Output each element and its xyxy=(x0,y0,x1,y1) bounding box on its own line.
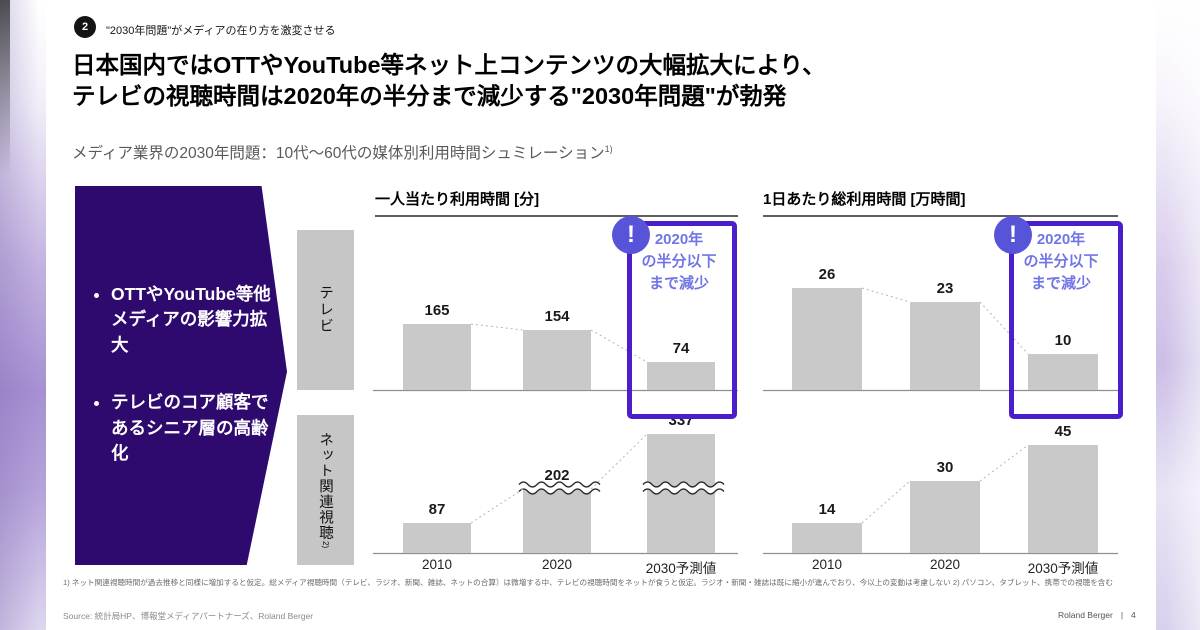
bar-net-per-capita-2010 xyxy=(403,523,471,553)
trend-connector xyxy=(979,301,1029,355)
trend-connector xyxy=(470,488,524,524)
chart-lead-in: メディア業界の2030年問題：10代～60代の媒体別利用時間シュミレーション1) xyxy=(72,143,613,162)
key-driver-bullet-1: OTTやYouTube等他メディアの影響力拡大 xyxy=(111,282,271,358)
bar-tv-total-2010 xyxy=(792,288,862,390)
bar-tv-per-capita-2020 xyxy=(523,330,591,390)
chart-title-total: 1日あたり総利用時間 [万時間] xyxy=(763,188,1118,217)
bar-net-total-2020 xyxy=(910,481,980,553)
section-tagline: "2030年問題"がメディアの在り方を激変させる xyxy=(106,25,336,37)
axis-break-band xyxy=(640,482,727,494)
axis-break-wave xyxy=(518,488,601,495)
axis-break-wave xyxy=(518,481,601,488)
key-drivers-arrow-panel: OTTやYouTube等他メディアの影響力拡大 テレビのコア顧客であるシニア層の… xyxy=(75,186,287,565)
trend-connector xyxy=(979,444,1029,482)
trend-connector xyxy=(590,433,648,490)
page-title-line1: 日本国内ではOTTやYouTube等ネット上コンテンツの大幅拡大により、 xyxy=(72,52,826,78)
highlight-box-2030-right xyxy=(1009,221,1123,419)
chart-title-per-capita: 一人当たり利用時間 [分] xyxy=(375,188,738,217)
axis-break-wave xyxy=(642,488,725,495)
section-number-badge: 2 xyxy=(74,16,96,38)
footer-page-number: 4 xyxy=(1131,610,1136,620)
footer-brand-page: Roland Berger | 4 xyxy=(1058,610,1136,620)
page-title: 日本国内ではOTTやYouTube等ネット上コンテンツの大幅拡大により、 テレビ… xyxy=(72,50,1022,111)
row-label-tv: テレビ xyxy=(297,230,354,390)
bar-net-total-2010 xyxy=(792,523,862,553)
bar-tv-total-2030予測値 xyxy=(1028,354,1098,390)
footnotes: 1) ネット関連視聴時間が過去推移と同様に増加すると仮定。総メディア視聴時間（テ… xyxy=(63,578,1113,587)
bar-net-total-2030予測値 xyxy=(1028,445,1098,553)
footnote-ref-2: 2) xyxy=(321,540,330,548)
trend-connector xyxy=(861,480,911,524)
page-title-line2: テレビの視聴時間は2020年の半分まで減少する"2030年問題"が勃発 xyxy=(72,82,787,109)
source-line: Source: 統計局HP、博報堂メディアパートナーズ、Roland Berge… xyxy=(63,611,314,621)
callout-note-left: 2020年 の半分以下 まで減少 xyxy=(641,231,717,292)
footer-brand: Roland Berger xyxy=(1058,610,1113,620)
axis-break-band xyxy=(516,482,603,494)
highlight-box-2030-left xyxy=(627,221,737,419)
exclamation-icon: ! xyxy=(612,216,650,254)
bar-net-per-capita-2020 xyxy=(523,489,591,553)
bar-tv-per-capita-2030予測値 xyxy=(647,362,715,390)
footer-divider: | xyxy=(1120,610,1124,620)
key-drivers-list: OTTやYouTube等他メディアの影響力拡大 テレビのコア顧客であるシニア層の… xyxy=(75,186,271,466)
axis-break-wave xyxy=(642,481,725,488)
key-driver-bullet-2: テレビのコア顧客であるシニア層の高齢化 xyxy=(111,390,271,466)
footnote-ref-1: 1) xyxy=(604,143,613,154)
trend-connector xyxy=(470,323,524,331)
exclamation-icon: ! xyxy=(994,216,1032,254)
trend-connector xyxy=(861,287,911,303)
bar-tv-per-capita-2010 xyxy=(403,324,471,390)
trend-connector xyxy=(590,329,648,363)
callout-note-right: 2020年 の半分以下 まで減少 xyxy=(1023,231,1099,292)
bar-tv-total-2020 xyxy=(910,302,980,390)
row-label-net: ネット関連視聴 2) xyxy=(297,415,354,565)
